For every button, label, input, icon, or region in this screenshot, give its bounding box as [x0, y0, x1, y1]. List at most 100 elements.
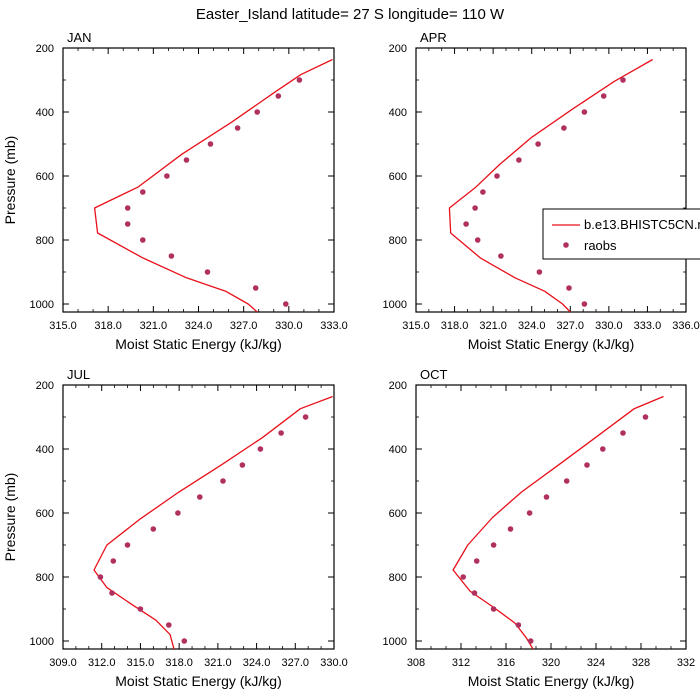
raobs-point: [527, 638, 534, 644]
x-tick-label: 330.0: [275, 320, 303, 332]
model-profile-line: [93, 58, 333, 312]
y-axis-title: Pressure (mb): [2, 473, 18, 562]
x-tick-label: 336.0: [672, 320, 700, 332]
y-tick-label: 800: [36, 235, 54, 247]
y-tick-label: 600: [389, 508, 407, 520]
y-tick-label: 200: [36, 380, 54, 392]
raobs-point: [302, 414, 309, 420]
panel-title: JAN: [67, 30, 92, 45]
model-profile-line: [452, 395, 664, 649]
x-tick-label: 332: [677, 657, 695, 669]
raobs-point: [239, 462, 246, 468]
x-tick-label: 328: [632, 657, 650, 669]
y-tick-label: 800: [36, 572, 54, 584]
plot-data-area: [93, 395, 333, 649]
y-tick-label: 1000: [383, 636, 407, 648]
x-tick-label: 318.0: [165, 657, 193, 669]
raobs-point: [620, 77, 626, 83]
x-tick-label: 327.0: [282, 657, 310, 669]
raobs-point: [166, 622, 172, 628]
raobs-point: [473, 558, 480, 564]
raobs-point: [507, 526, 514, 532]
raobs-point: [543, 494, 550, 500]
raobs-point: [124, 205, 131, 211]
raobs-point: [460, 574, 467, 580]
raobs-point: [296, 77, 303, 83]
x-tick-label: 330.0: [595, 320, 623, 332]
y-tick-label: 400: [36, 444, 54, 456]
raobs-point: [164, 173, 170, 179]
x-tick-label: 333.0: [634, 320, 662, 332]
raobs-point: [140, 237, 146, 243]
raobs-point: [252, 285, 259, 291]
y-tick-label: 1000: [383, 299, 407, 311]
x-axis-title: Moist Static Energy (kJ/kg): [115, 336, 282, 352]
legend-obs-label: raobs: [584, 238, 617, 253]
x-tick-label: 324: [587, 657, 605, 669]
plot-data-area: [93, 58, 333, 312]
raobs-point: [526, 510, 533, 516]
model-profile-line: [448, 58, 653, 312]
raobs-point: [183, 157, 190, 163]
raobs-point: [124, 221, 131, 227]
raobs-point: [563, 478, 570, 484]
x-tick-label: 316: [497, 657, 515, 669]
raobs-point: [516, 157, 522, 163]
raobs-point: [620, 430, 626, 436]
x-tick-label: 318.0: [441, 320, 469, 332]
raobs-point: [197, 494, 203, 500]
raobs-point: [584, 462, 590, 468]
y-tick-label: 200: [389, 43, 407, 55]
raobs-point: [275, 93, 282, 99]
x-tick-label: 333.0: [320, 320, 348, 332]
x-tick-label: 312.0: [88, 657, 116, 669]
x-tick-label: 324.0: [185, 320, 213, 332]
x-tick-label: 327.0: [230, 320, 258, 332]
chart-panel-jan: JAN 315.0 318.0 321.0 324.0 327.0 330.0 333.0 20…: [2, 30, 348, 352]
plot-data-area: [452, 395, 664, 649]
x-tick-label: 320: [542, 657, 560, 669]
raobs-point: [97, 574, 104, 580]
legend-box: [542, 208, 700, 260]
plot-frame: [62, 384, 335, 650]
x-tick-label: 315.0: [402, 320, 430, 332]
figure-title: Easter_Island latitude= 27 S longitude= …: [196, 6, 505, 23]
panel-title: OCT: [420, 367, 448, 382]
plot-data-area: [448, 58, 653, 312]
raobs-point: [463, 221, 469, 227]
y-tick-label: 800: [389, 235, 407, 247]
x-tick-label: 321.0: [204, 657, 232, 669]
raobs-point: [480, 189, 486, 195]
y-axis-title: Pressure (mb): [2, 136, 18, 225]
legend: b.e13.BHISTC5CN.ne30_g16.sehires38.003.s…: [542, 208, 700, 260]
raobs-point: [234, 125, 241, 131]
x-tick-label: 324.0: [243, 657, 271, 669]
chart-panel-apr: APR 315.0 318.0 321.0 324.0 327.0 330.0 333.0 33…: [383, 30, 700, 352]
raobs-point: [490, 542, 497, 548]
y-tick-label: 600: [36, 171, 54, 183]
legend-marker-swatch: [563, 242, 569, 248]
y-tick-label: 1000: [30, 636, 54, 648]
raobs-point: [110, 558, 117, 564]
y-tick-label: 400: [389, 107, 407, 119]
y-tick-label: 1000: [30, 299, 54, 311]
x-tick-label: 312: [452, 657, 470, 669]
raobs-point: [581, 301, 588, 307]
raobs-point: [474, 237, 481, 243]
model-profile-line: [93, 395, 333, 649]
raobs-point: [140, 189, 146, 195]
x-tick-label: 327.0: [557, 320, 585, 332]
y-tick-label: 400: [389, 444, 407, 456]
plot-frame: [62, 47, 335, 313]
panel-title: JUL: [67, 367, 90, 382]
plot-frame: [415, 384, 687, 650]
y-tick-label: 600: [36, 508, 54, 520]
y-tick-label: 600: [389, 171, 407, 183]
raobs-point: [278, 430, 284, 436]
raobs-point: [494, 173, 500, 179]
y-tick-label: 400: [36, 107, 54, 119]
raobs-point: [207, 141, 214, 147]
x-tick-label: 308: [407, 657, 425, 669]
raobs-point: [642, 414, 649, 420]
raobs-point: [150, 526, 157, 532]
